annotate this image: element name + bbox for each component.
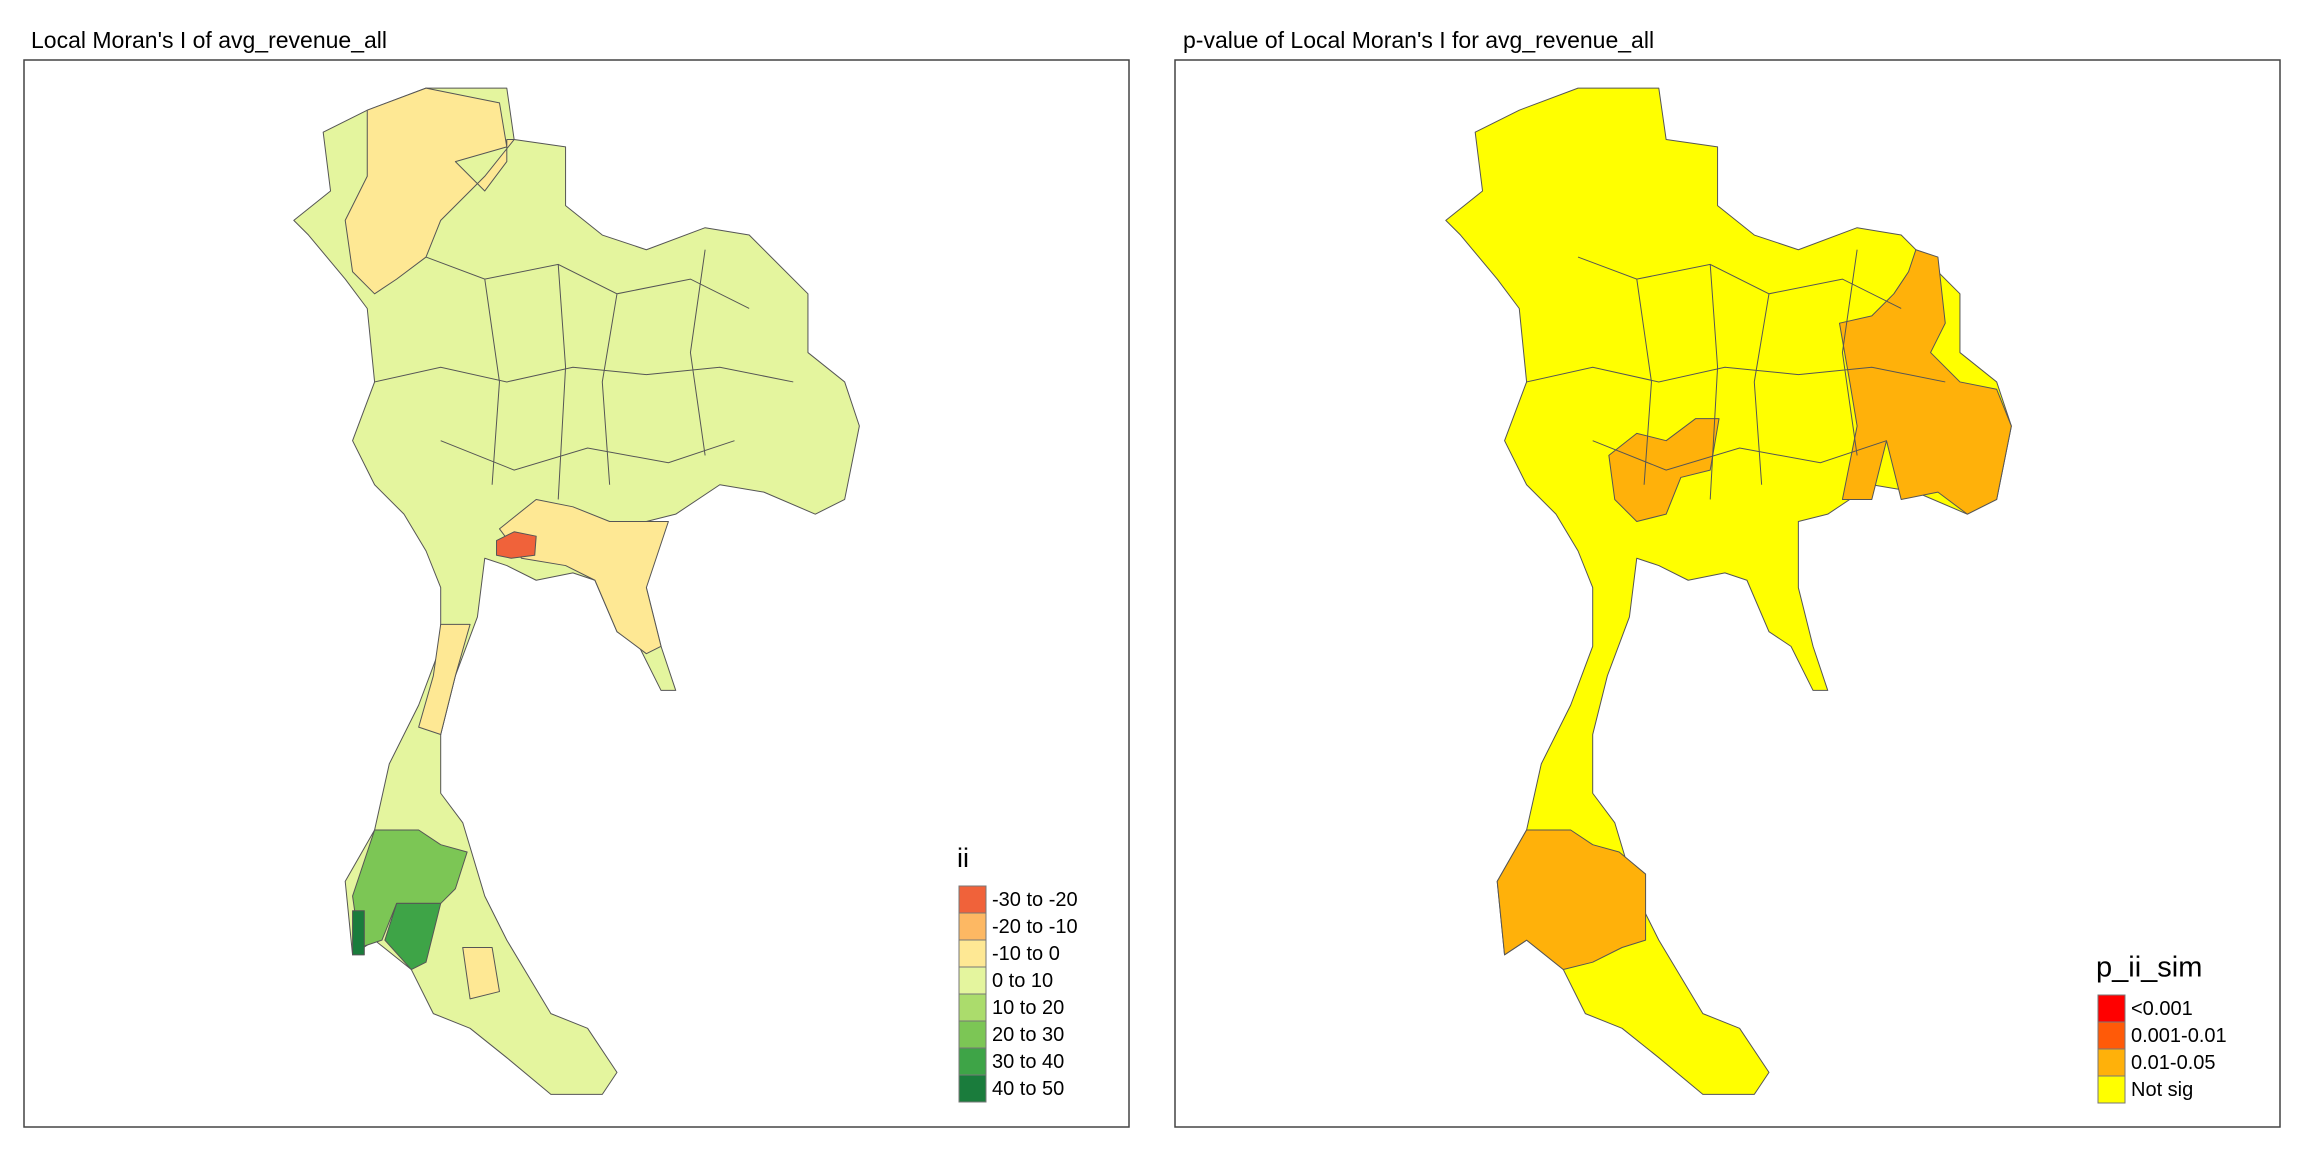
legend-swatch (958, 885, 987, 914)
panel-title: Local Moran's I of avg_revenue_all (31, 27, 387, 53)
panel-title: p-value of Local Moran's I for avg_reven… (1183, 27, 1654, 53)
map (1446, 88, 2012, 1094)
legend-label: 20 to 30 (992, 1024, 1064, 1046)
legend-label: 30 to 40 (992, 1051, 1064, 1073)
legend-swatch (2097, 1075, 2126, 1104)
region (345, 88, 514, 294)
legend-label: 0 to 10 (992, 970, 1053, 992)
panel-frame (23, 59, 1130, 1128)
legend-label: 0.001-0.01 (2131, 1025, 2227, 1047)
boundary (375, 250, 794, 500)
region (463, 948, 500, 999)
legend-label: 0.01-0.05 (2131, 1052, 2216, 1074)
legend-label: -10 to 0 (992, 943, 1060, 965)
region (419, 624, 470, 734)
region (497, 532, 537, 558)
region (385, 903, 441, 969)
legend-label: 10 to 20 (992, 997, 1064, 1019)
region (1839, 250, 2011, 514)
legend-swatch (958, 939, 987, 968)
legend-swatch (2097, 994, 2126, 1023)
map (294, 88, 860, 1094)
legend-swatch (2097, 1048, 2126, 1077)
region (353, 911, 365, 955)
legend-swatch (958, 966, 987, 995)
region (1609, 419, 1719, 522)
legend-title: p_ii_sim (2096, 952, 2202, 984)
legend-swatch (958, 1047, 987, 1076)
region (499, 499, 668, 653)
legend-swatch (958, 1020, 987, 1049)
legend-swatch (958, 1074, 987, 1103)
legend-label: Not sig (2131, 1079, 2193, 1101)
legend-label: -30 to -20 (992, 889, 1078, 911)
legend-swatch (2097, 1021, 2126, 1050)
legend-label: 40 to 50 (992, 1078, 1064, 1100)
boundary (1527, 250, 1946, 500)
panel-frame (1174, 59, 2281, 1128)
legend-label: <0.001 (2131, 998, 2193, 1020)
region (1497, 830, 1645, 970)
legend-label: -20 to -10 (992, 916, 1078, 938)
legend-title: ii (957, 843, 969, 873)
legend-swatch (958, 912, 987, 941)
legend-swatch (958, 993, 987, 1022)
